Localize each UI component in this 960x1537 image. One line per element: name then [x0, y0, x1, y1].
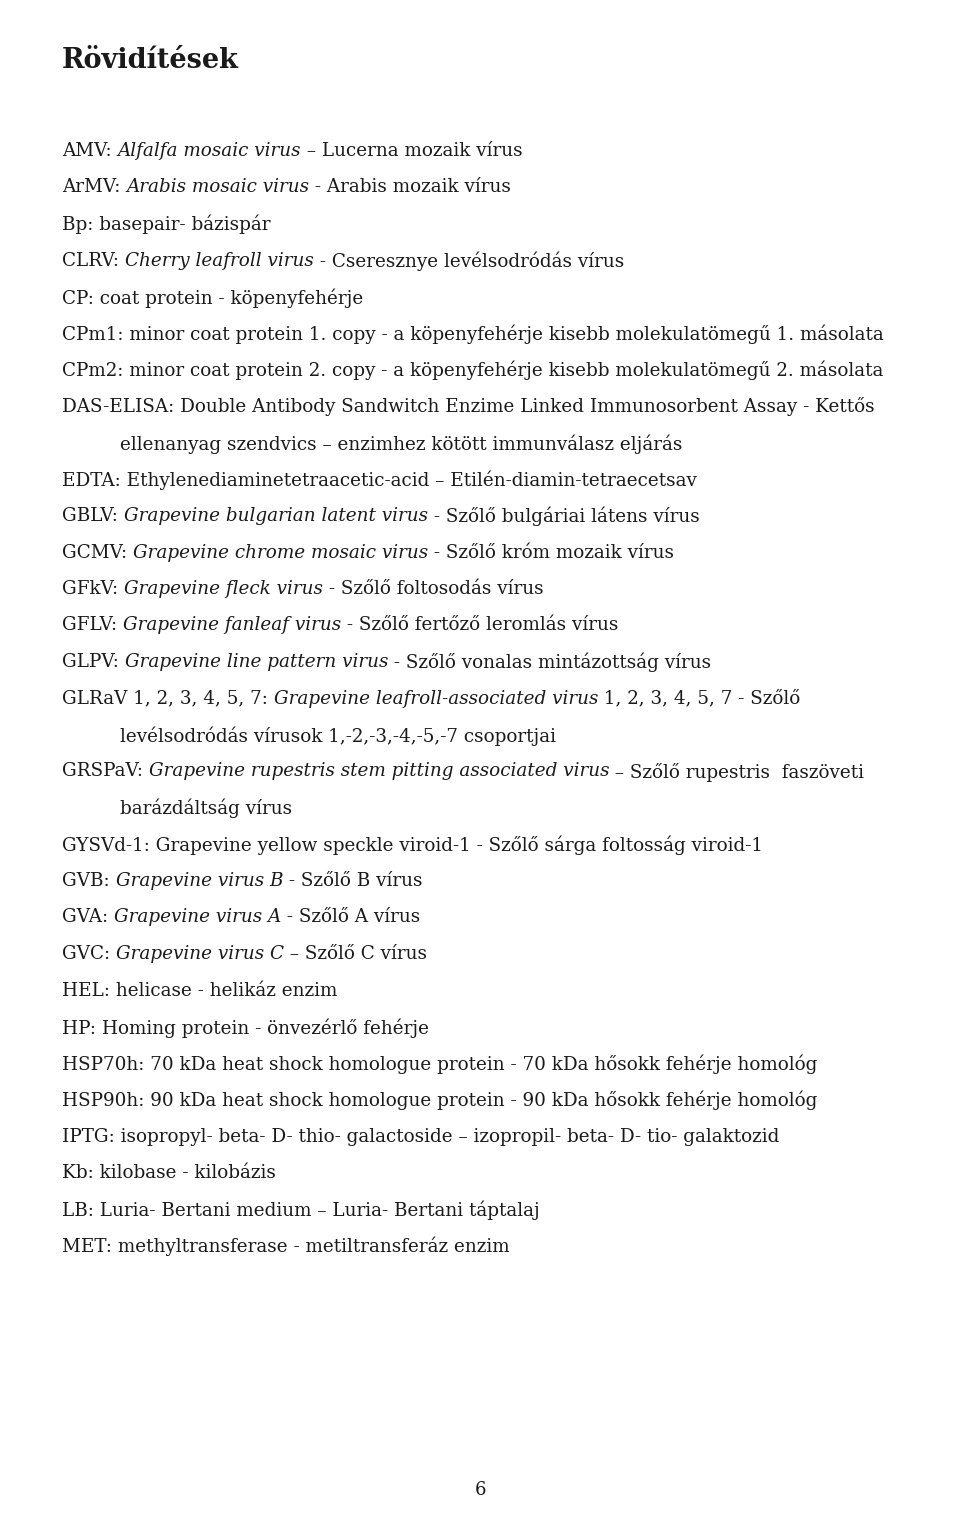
Text: Cherry leafroll virus: Cherry leafroll virus — [125, 252, 314, 269]
Text: GLRaV 1, 2, 3, 4, 5, 7:: GLRaV 1, 2, 3, 4, 5, 7: — [62, 690, 274, 707]
Text: CP: coat protein - köpenyfehérje: CP: coat protein - köpenyfehérje — [62, 287, 363, 307]
Text: Alfalfa mosaic virus: Alfalfa mosaic virus — [117, 141, 301, 160]
Text: - Szőlő B vírus: - Szőlő B vírus — [283, 871, 422, 890]
Text: - Szőlő bulgáriai látens vírus: - Szőlő bulgáriai látens vírus — [428, 507, 700, 527]
Text: ArMV:: ArMV: — [62, 178, 127, 197]
Text: GFLV:: GFLV: — [62, 616, 123, 635]
Text: 1, 2, 3, 4, 5, 7 - Szőlő: 1, 2, 3, 4, 5, 7 - Szőlő — [598, 690, 801, 707]
Text: Rövidítések: Rövidítések — [62, 48, 239, 74]
Text: Grapevine virus A: Grapevine virus A — [114, 908, 281, 927]
Text: barázdáltság vírus: barázdáltság vírus — [120, 799, 292, 819]
Text: - Cseresznye levélsodródás vírus: - Cseresznye levélsodródás vírus — [314, 252, 624, 271]
Text: Grapevine line pattern virus: Grapevine line pattern virus — [125, 653, 388, 672]
Text: GYSVd-1: Grapevine yellow speckle viroid-1 - Szőlő sárga foltosság viroid-1: GYSVd-1: Grapevine yellow speckle viroid… — [62, 836, 763, 855]
Text: GVB:: GVB: — [62, 871, 115, 890]
Text: CPm2: minor coat protein 2. copy - a köpenyfehérje kisebb molekulatömegű 2. máso: CPm2: minor coat protein 2. copy - a köp… — [62, 361, 883, 381]
Text: GVC:: GVC: — [62, 945, 116, 964]
Text: ellenanyag szendvics – enzimhez kötött immunválasz eljárás: ellenanyag szendvics – enzimhez kötött i… — [120, 433, 683, 453]
Text: - Szőlő foltosodás vírus: - Szőlő foltosodás vírus — [323, 579, 543, 598]
Text: - Arabis mozaik vírus: - Arabis mozaik vírus — [309, 178, 511, 197]
Text: MET: methyltransferase - metiltransferáz enzim: MET: methyltransferase - metiltransferáz… — [62, 1237, 510, 1257]
Text: AMV:: AMV: — [62, 141, 117, 160]
Text: GFkV:: GFkV: — [62, 579, 124, 598]
Text: levélsodródás vírusok 1,-2,-3,-4,-5,-7 csoportjai: levélsodródás vírusok 1,-2,-3,-4,-5,-7 c… — [120, 725, 556, 745]
Text: Bp: basepair- bázispár: Bp: basepair- bázispár — [62, 215, 271, 235]
Text: Grapevine leafroll-associated virus: Grapevine leafroll-associated virus — [274, 690, 598, 707]
Text: Grapevine virus C: Grapevine virus C — [116, 945, 284, 964]
Text: CLRV:: CLRV: — [62, 252, 125, 269]
Text: Grapevine chrome mosaic virus: Grapevine chrome mosaic virus — [133, 544, 428, 561]
Text: GRSPaV:: GRSPaV: — [62, 762, 149, 781]
Text: - Szőlő króm mozaik vírus: - Szőlő króm mozaik vírus — [428, 544, 674, 561]
Text: GBLV:: GBLV: — [62, 507, 124, 526]
Text: 6: 6 — [474, 1482, 486, 1499]
Text: - Szőlő A vírus: - Szőlő A vírus — [281, 908, 420, 927]
Text: - Szőlő vonalas mintázottság vírus: - Szőlő vonalas mintázottság vírus — [388, 653, 711, 673]
Text: DAS-ELISA: Double Antibody Sandwitch Enzime Linked Immunosorbent Assay - Kettős: DAS-ELISA: Double Antibody Sandwitch Enz… — [62, 398, 875, 417]
Text: LB: Luria- Bertani medium – Luria- Bertani táptalaj: LB: Luria- Bertani medium – Luria- Berta… — [62, 1200, 540, 1220]
Text: CPm1: minor coat protein 1. copy - a köpenyfehérje kisebb molekulatömegű 1. máso: CPm1: minor coat protein 1. copy - a köp… — [62, 324, 884, 344]
Text: IPTG: isopropyl- beta- D- thio- galactoside – izopropil- beta- D- tio- galaktozi: IPTG: isopropyl- beta- D- thio- galactos… — [62, 1128, 780, 1145]
Text: Grapevine rupestris stem pitting associated virus: Grapevine rupestris stem pitting associa… — [149, 762, 610, 781]
Text: Grapevine bulgarian latent virus: Grapevine bulgarian latent virus — [124, 507, 428, 526]
Text: Grapevine fanleaf virus: Grapevine fanleaf virus — [123, 616, 341, 635]
Text: – Lucerna mozaik vírus: – Lucerna mozaik vírus — [301, 141, 522, 160]
Text: GVA:: GVA: — [62, 908, 114, 927]
Text: GCMV:: GCMV: — [62, 544, 133, 561]
Text: GLPV:: GLPV: — [62, 653, 125, 672]
Text: HSP70h: 70 kDa heat shock homologue protein - 70 kDa hősokk fehérje homológ: HSP70h: 70 kDa heat shock homologue prot… — [62, 1054, 817, 1074]
Text: Kb: kilobase - kilobázis: Kb: kilobase - kilobázis — [62, 1164, 276, 1182]
Text: HSP90h: 90 kDa heat shock homologue protein - 90 kDa hősokk fehérje homológ: HSP90h: 90 kDa heat shock homologue prot… — [62, 1091, 817, 1111]
Text: - Szőlő fertőző leromlás vírus: - Szőlő fertőző leromlás vírus — [341, 616, 618, 635]
Text: EDTA: Ethylenediaminetetraacetic-acid – Etilén-diamin-tetraecetsav: EDTA: Ethylenediaminetetraacetic-acid – … — [62, 470, 697, 490]
Text: – Szőlő C vírus: – Szőlő C vírus — [284, 945, 427, 964]
Text: Arabis mosaic virus: Arabis mosaic virus — [127, 178, 309, 197]
Text: HP: Homing protein - önvezérlő fehérje: HP: Homing protein - önvezérlő fehérje — [62, 1017, 429, 1037]
Text: – Szőlő rupestris  faszöveti: – Szőlő rupestris faszöveti — [610, 762, 864, 781]
Text: Grapevine virus B: Grapevine virus B — [115, 871, 283, 890]
Text: HEL: helicase - helikáz enzim: HEL: helicase - helikáz enzim — [62, 982, 337, 999]
Text: Grapevine fleck virus: Grapevine fleck virus — [124, 579, 323, 598]
